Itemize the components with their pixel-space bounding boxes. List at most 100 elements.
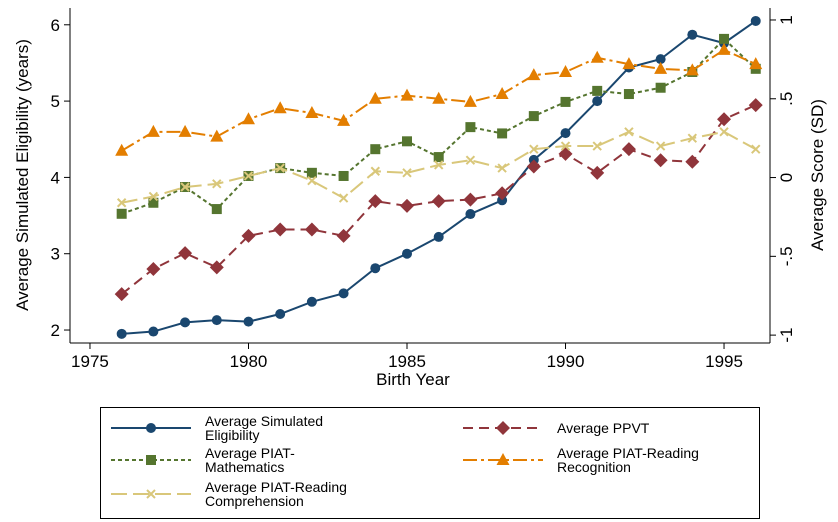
marker [559,64,573,77]
legend-item: Average PIAT-Mathematics [109,446,355,474]
marker [368,91,382,104]
marker [592,96,603,107]
marker [717,42,731,55]
marker [592,85,603,96]
marker [528,111,539,122]
marker [211,204,222,215]
marker [622,57,636,70]
marker [402,248,413,259]
marker [621,142,636,157]
x-tick-label: 1995 [705,352,743,371]
marker [749,57,763,70]
marker [495,87,509,100]
legend-item: Average Simulated Eligibility [109,414,355,442]
legend-swatch [463,421,543,435]
marker [687,133,698,143]
marker [655,141,666,151]
marker [305,105,319,118]
marker [178,246,193,261]
marker [275,163,285,173]
legend-swatch [111,455,191,465]
marker [431,194,446,209]
y-axis-label: Average Simulated Eligibility (years) [13,39,32,311]
marker [653,153,668,168]
y-tick-label: 4 [51,168,60,187]
marker [146,423,156,433]
marker [465,155,476,165]
marker [560,141,571,151]
y2-axis-label: Average Score (SD) [808,99,827,251]
marker [338,288,349,299]
marker [558,146,573,161]
y-tick-label: 3 [51,245,60,264]
marker [336,228,351,243]
y2-tick-label: 1 [777,15,796,24]
marker [148,326,159,337]
marker [241,228,256,243]
marker [560,96,571,107]
marker [497,128,508,139]
marker [210,129,224,142]
marker [526,159,541,174]
marker [432,91,446,104]
marker [497,163,507,173]
legend-label: Average PPVT [557,420,650,436]
marker [209,260,224,275]
marker [685,154,700,169]
marker [368,194,383,209]
marker [307,175,317,186]
marker [337,113,351,126]
legend-label: Average PIAT-Reading Comprehension [205,479,347,509]
marker [370,144,381,155]
marker [116,208,127,219]
marker [273,222,288,237]
marker [465,209,476,220]
legend: Average Simulated Eligibility Average PPV… [100,407,760,519]
marker [655,54,666,65]
marker [529,144,539,154]
marker [370,263,381,274]
marker [148,191,159,202]
marker [717,112,732,127]
marker [433,160,444,170]
marker [241,112,255,125]
marker [211,315,222,326]
marker [306,296,317,307]
marker [400,198,415,213]
marker [146,489,156,499]
y2-tick-label: .5 [777,92,796,106]
marker [114,287,129,302]
x-tick-label: 1990 [547,352,585,371]
marker [590,50,604,63]
marker [750,15,761,26]
marker [148,197,159,208]
marker [178,124,192,137]
legend-label: Average Simulated Eligibility [205,413,324,443]
marker [495,186,510,201]
chart: Birth Year Average Simulated Eligibility… [13,8,827,389]
marker [180,317,191,328]
marker [273,101,287,114]
marker [433,231,444,242]
marker [243,171,254,181]
marker [592,141,602,151]
marker [180,182,190,192]
x-axis-label: Birth Year [376,370,450,389]
marker [243,316,254,327]
marker [146,261,161,276]
legend-item: Average PPVT [461,414,707,442]
marker [116,198,127,208]
marker [655,82,666,93]
marker [465,122,476,133]
legend-label: Average PIAT-Reading Recognition [557,445,699,475]
marker [275,309,286,320]
marker [463,94,477,107]
legend-item: Average PIAT-Reading Recognition [461,446,707,474]
marker [306,167,317,178]
series-line [121,130,757,204]
marker [338,170,349,181]
marker [527,68,541,81]
legend-swatch [111,423,191,433]
marker [402,136,413,147]
marker [115,143,129,156]
